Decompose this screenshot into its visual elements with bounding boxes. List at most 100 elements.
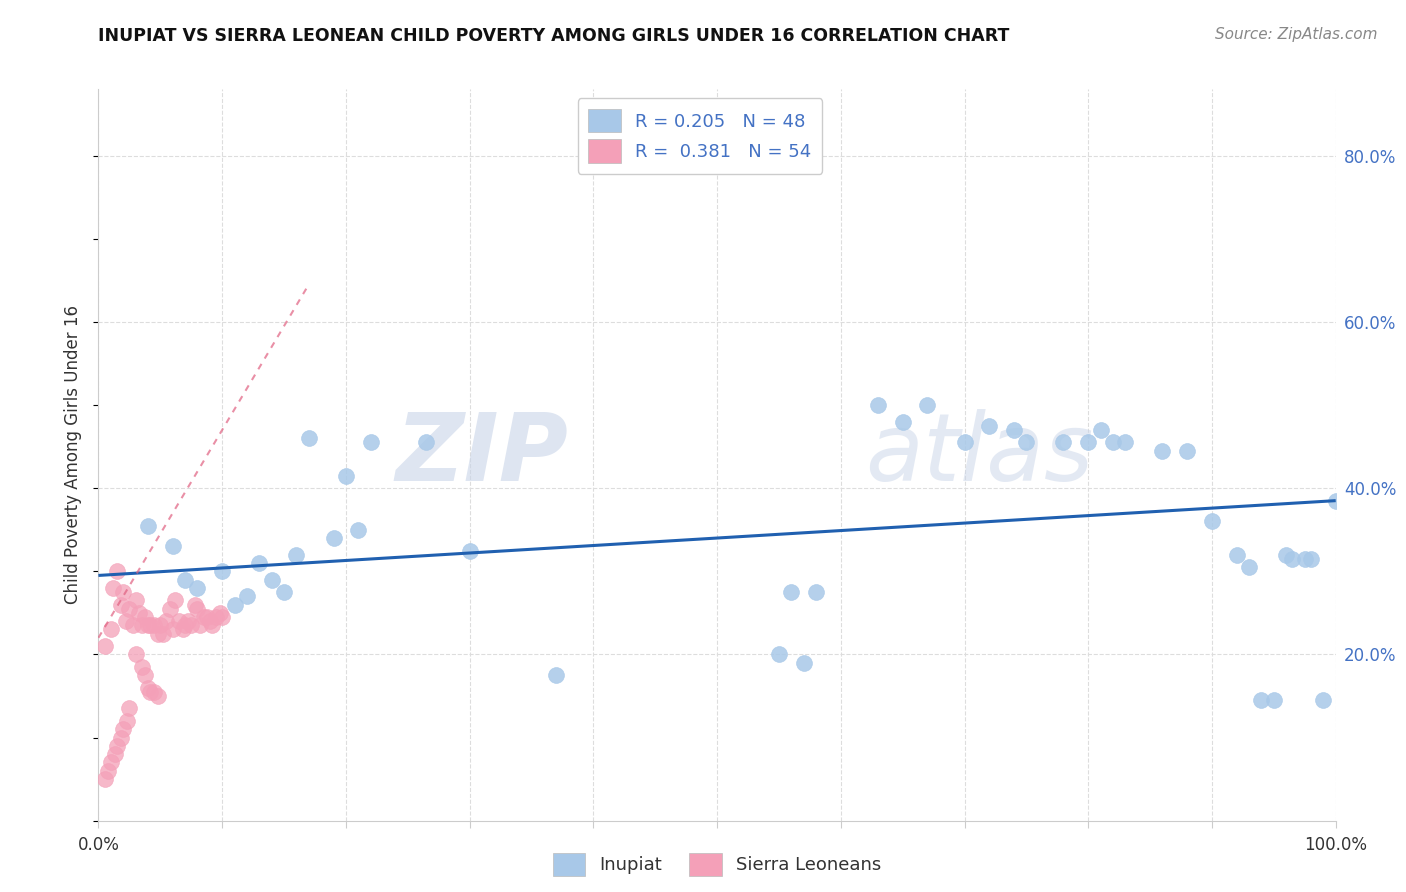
Point bbox=[1312, 693, 1334, 707]
Point bbox=[186, 601, 208, 615]
Point bbox=[162, 539, 184, 553]
Point bbox=[360, 435, 382, 450]
Point bbox=[335, 468, 357, 483]
Point bbox=[100, 623, 122, 637]
Point bbox=[1281, 551, 1303, 566]
Point bbox=[195, 610, 218, 624]
Point bbox=[546, 668, 568, 682]
Point bbox=[172, 623, 194, 637]
Point bbox=[167, 614, 190, 628]
Point bbox=[134, 610, 156, 624]
Point bbox=[780, 585, 803, 599]
Point bbox=[891, 415, 914, 429]
Point bbox=[205, 610, 228, 624]
Point bbox=[1102, 435, 1125, 450]
Point bbox=[1275, 548, 1298, 562]
Point bbox=[273, 585, 295, 599]
Point bbox=[1090, 423, 1112, 437]
Point bbox=[322, 531, 344, 545]
Point bbox=[180, 618, 202, 632]
Point bbox=[139, 685, 162, 699]
Point bbox=[1324, 493, 1347, 508]
Point bbox=[176, 614, 198, 628]
Point bbox=[347, 523, 370, 537]
Point bbox=[136, 681, 159, 695]
Legend: Inupiat, Sierra Leoneans: Inupiat, Sierra Leoneans bbox=[544, 844, 890, 885]
Point bbox=[143, 618, 166, 632]
Point bbox=[1226, 548, 1249, 562]
Point bbox=[458, 543, 481, 558]
Point bbox=[105, 564, 128, 578]
Point bbox=[1237, 560, 1260, 574]
Point bbox=[100, 756, 122, 770]
Point bbox=[118, 701, 141, 715]
Point bbox=[208, 606, 231, 620]
Point bbox=[105, 739, 128, 753]
Point bbox=[131, 618, 153, 632]
Y-axis label: Child Poverty Among Girls Under 16: Child Poverty Among Girls Under 16 bbox=[65, 305, 83, 605]
Point bbox=[112, 723, 135, 737]
Point bbox=[188, 618, 211, 632]
Point bbox=[804, 585, 827, 599]
Point bbox=[298, 431, 321, 445]
Point bbox=[917, 398, 939, 412]
Point bbox=[146, 626, 169, 640]
Point bbox=[198, 614, 221, 628]
Point bbox=[979, 418, 1001, 433]
Point bbox=[131, 660, 153, 674]
Point bbox=[174, 618, 197, 632]
Point bbox=[115, 714, 138, 728]
Point bbox=[768, 648, 790, 662]
Point bbox=[93, 772, 115, 786]
Point bbox=[1294, 551, 1316, 566]
Point bbox=[165, 593, 187, 607]
Point bbox=[112, 585, 135, 599]
Point bbox=[211, 564, 233, 578]
Point bbox=[122, 618, 145, 632]
Point bbox=[93, 639, 115, 653]
Point bbox=[1201, 515, 1223, 529]
Point bbox=[139, 618, 162, 632]
Point bbox=[103, 747, 125, 761]
Point bbox=[159, 601, 181, 615]
Point bbox=[1114, 435, 1136, 450]
Point bbox=[224, 598, 246, 612]
Point bbox=[1299, 551, 1322, 566]
Point bbox=[97, 764, 120, 778]
Point bbox=[124, 648, 146, 662]
Point bbox=[162, 623, 184, 637]
Text: ZIP: ZIP bbox=[395, 409, 568, 501]
Point bbox=[415, 435, 437, 450]
Point bbox=[146, 689, 169, 703]
Point bbox=[128, 606, 150, 620]
Point bbox=[134, 668, 156, 682]
Point bbox=[110, 598, 132, 612]
Point bbox=[136, 618, 159, 632]
Point bbox=[1152, 443, 1174, 458]
Point bbox=[1077, 435, 1099, 450]
Point bbox=[143, 685, 166, 699]
Point bbox=[114, 614, 136, 628]
Point bbox=[186, 581, 208, 595]
Point bbox=[174, 573, 197, 587]
Point bbox=[193, 610, 215, 624]
Point bbox=[1002, 423, 1025, 437]
Point bbox=[110, 731, 132, 745]
Point bbox=[118, 601, 141, 615]
Point bbox=[285, 548, 308, 562]
Point bbox=[136, 518, 159, 533]
Point bbox=[1052, 435, 1074, 450]
Point bbox=[866, 398, 889, 412]
Point bbox=[236, 589, 259, 603]
Point bbox=[953, 435, 976, 450]
Point bbox=[184, 598, 207, 612]
Text: atlas: atlas bbox=[866, 409, 1094, 500]
Point bbox=[201, 618, 224, 632]
Point bbox=[124, 593, 146, 607]
Point bbox=[793, 656, 815, 670]
Point bbox=[1175, 443, 1198, 458]
Point bbox=[155, 614, 177, 628]
Text: INUPIAT VS SIERRA LEONEAN CHILD POVERTY AMONG GIRLS UNDER 16 CORRELATION CHART: INUPIAT VS SIERRA LEONEAN CHILD POVERTY … bbox=[98, 27, 1010, 45]
Point bbox=[1015, 435, 1038, 450]
Point bbox=[247, 556, 270, 570]
